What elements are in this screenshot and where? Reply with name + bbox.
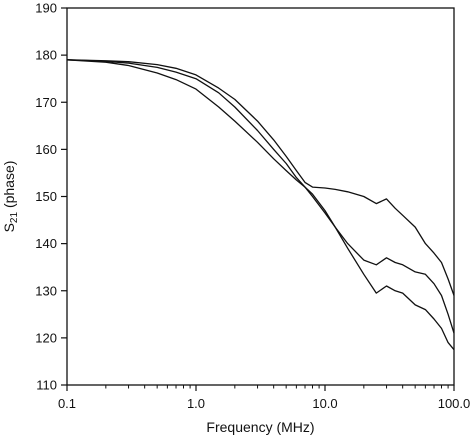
y-tick-label: 110 (36, 378, 57, 393)
x-tick-label: 100.0 (438, 396, 471, 411)
y-axis-title-main: S (1, 223, 17, 232)
y-axis-title-subscript: 21 (9, 212, 20, 224)
y-tick-label: 130 (35, 283, 57, 298)
series-line-1 (66, 59, 455, 296)
y-tick-label: 190 (35, 1, 57, 16)
x-axis-ticks: 0.1 1.0 10.0 100.0 (58, 385, 470, 411)
y-tick-label: 140 (35, 236, 57, 251)
x-axis-title: Frequency (MHz) (206, 419, 314, 435)
x-tick-label: 1.0 (187, 396, 205, 411)
y-axis-ticks: 110 120 130 140 150 160 170 180 190 (35, 1, 67, 393)
x-tick-label: 0.1 (58, 396, 76, 411)
y-tick-label: 150 (35, 189, 57, 204)
series-line-3 (66, 59, 455, 351)
y-tick-label: 180 (35, 48, 57, 63)
y-tick-label: 170 (35, 95, 57, 110)
x-tick-label: 10.0 (312, 396, 337, 411)
series-lines (66, 59, 455, 351)
y-tick-label: 160 (35, 142, 57, 157)
y-axis-title: S21 (phase) (1, 161, 20, 233)
y-tick-label: 120 (35, 330, 57, 345)
series-line-2 (66, 59, 455, 334)
y-axis-title-suffix: (phase) (1, 161, 17, 212)
plot-area: 0.1 1.0 10.0 100.0 110 120 130 140 150 160 170 180… (35, 1, 470, 412)
